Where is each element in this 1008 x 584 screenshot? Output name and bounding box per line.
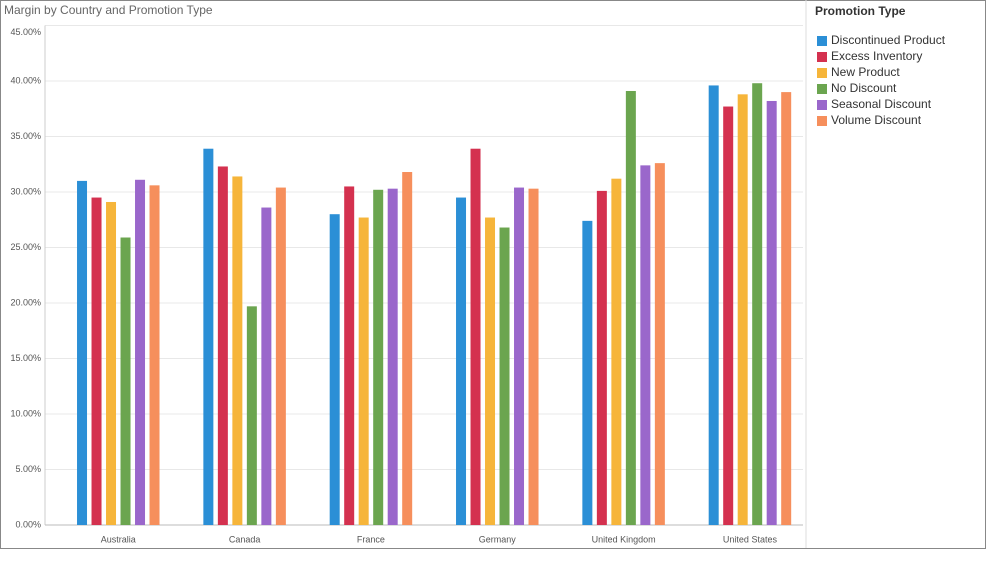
bar [708,85,719,525]
x-tick-label: Germany [479,534,517,544]
bar [528,188,539,526]
bar [135,179,146,526]
bar [781,92,792,525]
bar [499,227,510,525]
bar [625,90,636,526]
bar [470,148,481,525]
bar [217,166,228,525]
bar [373,189,384,525]
bar [485,217,496,525]
bar [91,197,102,526]
bar [766,100,777,525]
bar [149,185,160,525]
legend-swatch [817,84,827,94]
legend-label: No Discount [831,81,897,95]
bar [261,207,272,526]
bar [106,201,117,526]
bar [723,106,734,525]
y-tick-label: 25.00% [10,242,41,252]
legend-label: Discontinued Product [831,33,946,47]
bar [203,148,214,525]
bar [358,217,369,525]
y-tick-label: 10.00% [10,408,41,418]
legend-title: Promotion Type [815,4,906,18]
x-tick-label: France [357,534,385,544]
bar [611,178,622,525]
bar [752,83,763,525]
legend-swatch [817,68,827,78]
legend-label: Excess Inventory [831,49,922,63]
bar [640,165,651,526]
y-tick-label: 5.00% [15,464,41,474]
bar [402,172,413,525]
bar [596,190,607,525]
legend-label: Seasonal Discount [831,97,932,111]
y-tick-label: 20.00% [10,297,41,307]
bar [654,163,665,525]
y-tick-label: 15.00% [10,353,41,363]
bar [387,188,398,526]
legend-swatch [817,116,827,126]
bar [514,187,525,525]
bar [232,176,243,525]
x-tick-label: United States [723,534,778,544]
bar [275,187,286,525]
bar [344,186,355,525]
chart-title: Margin by Country and Promotion Type [4,3,213,17]
x-tick-label: Australia [101,534,136,544]
legend-swatch [817,100,827,110]
bar [120,237,131,525]
y-tick-label: 30.00% [10,186,41,196]
bar [582,220,593,526]
y-tick-label: 0.00% [15,519,41,529]
bar [77,180,88,525]
y-tick-label: 40.00% [10,75,41,85]
bar [329,214,340,525]
legend-swatch [817,36,827,46]
legend-label: New Product [831,65,900,79]
legend-swatch [817,52,827,62]
legend-label: Volume Discount [831,113,922,127]
bar [456,197,467,526]
bar [737,94,748,525]
bar [246,306,257,525]
x-tick-label: United Kingdom [592,534,656,544]
x-tick-label: Canada [229,534,261,544]
y-tick-label: 35.00% [10,131,41,141]
y-tick-label: 45.00% [10,27,41,37]
